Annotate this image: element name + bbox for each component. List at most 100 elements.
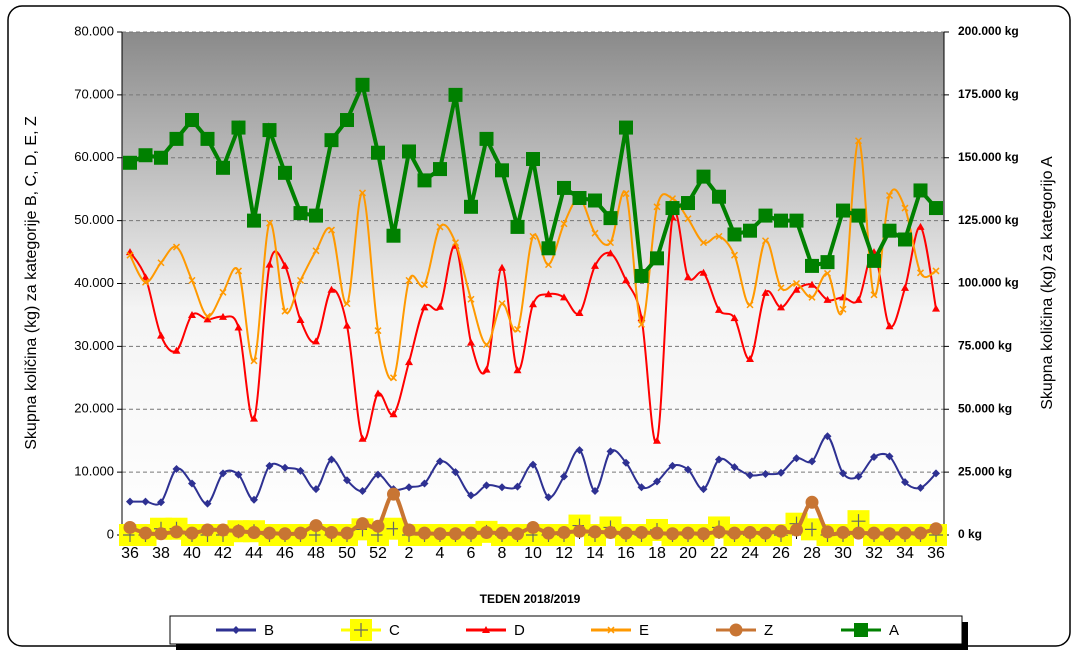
- x-title: TEDEN 2018/2019: [480, 592, 581, 606]
- point: [420, 281, 429, 289]
- point: [498, 263, 506, 271]
- y2-tick-label: 175.000 kg: [958, 87, 1019, 101]
- point: [312, 485, 320, 494]
- point: [901, 478, 909, 487]
- point: [526, 152, 540, 167]
- point: [201, 523, 214, 537]
- point: [467, 295, 475, 303]
- point: [665, 201, 680, 216]
- x-tick-label: 30: [834, 545, 852, 562]
- point: [154, 527, 168, 541]
- y2-tick-label: 100.000 kg: [958, 276, 1019, 290]
- point: [312, 337, 320, 345]
- point: [529, 460, 537, 469]
- point: [232, 524, 245, 538]
- point: [746, 354, 754, 362]
- point: [247, 213, 261, 228]
- y-tick-label: 30.000: [74, 338, 114, 353]
- point: [203, 499, 212, 508]
- point: [250, 495, 258, 504]
- x-tick-label: 12: [555, 545, 573, 562]
- point: [293, 206, 308, 221]
- point: [653, 436, 661, 444]
- point: [591, 261, 599, 269]
- point: [402, 144, 416, 159]
- point: [932, 469, 940, 478]
- point: [219, 469, 227, 478]
- point: [312, 247, 320, 255]
- point: [467, 338, 475, 346]
- point: [588, 193, 602, 208]
- point: [387, 487, 400, 501]
- point: [281, 261, 289, 269]
- point: [526, 520, 540, 534]
- point: [913, 183, 928, 198]
- point: [606, 447, 615, 456]
- point: [358, 434, 367, 442]
- point: [154, 150, 168, 165]
- point: [232, 626, 240, 634]
- point: [138, 148, 153, 163]
- point: [696, 169, 711, 184]
- point: [234, 267, 243, 275]
- point: [405, 358, 413, 366]
- point: [327, 226, 336, 234]
- point: [157, 331, 165, 339]
- point: [433, 162, 447, 177]
- point: [712, 189, 726, 204]
- point: [389, 410, 398, 418]
- y2-tick-label: 25.000 kg: [958, 464, 1012, 478]
- y2-title: Skupna količina (kg) za kategorijo A: [1039, 156, 1056, 410]
- point: [729, 623, 743, 637]
- point: [200, 131, 215, 146]
- point: [777, 468, 785, 477]
- point: [852, 526, 865, 540]
- point: [684, 215, 692, 223]
- point: [854, 295, 863, 303]
- point: [684, 465, 692, 474]
- y2-tick-label: 75.000 kg: [958, 339, 1012, 353]
- y2-tick-label: 125.000 kg: [958, 213, 1019, 227]
- point: [560, 293, 568, 301]
- point: [681, 526, 695, 540]
- point: [141, 278, 150, 286]
- x-tick-label: 20: [679, 545, 697, 562]
- point: [324, 133, 339, 148]
- point: [247, 525, 261, 539]
- point: [761, 237, 770, 245]
- point: [774, 213, 788, 228]
- x-tick-label: 10: [524, 545, 542, 562]
- point: [263, 526, 276, 540]
- point: [343, 321, 351, 329]
- point: [867, 526, 881, 540]
- point: [358, 189, 367, 197]
- y-tick-label: 20.000: [74, 401, 114, 416]
- point: [792, 279, 801, 288]
- x-tick-label: 40: [183, 545, 201, 562]
- point: [883, 527, 896, 541]
- x-tick-label: 6: [467, 545, 476, 562]
- point: [777, 284, 785, 292]
- point: [542, 526, 555, 540]
- y-tick-label: 0: [107, 526, 114, 541]
- point: [619, 526, 633, 540]
- legend: [169, 615, 963, 645]
- point: [870, 291, 878, 299]
- point: [885, 452, 894, 461]
- point: [123, 155, 137, 170]
- point: [619, 120, 633, 135]
- point: [743, 525, 757, 539]
- x-tick-label: 32: [865, 545, 883, 562]
- point: [901, 283, 909, 291]
- y2-tick-label: 50.000 kg: [958, 401, 1012, 415]
- point: [929, 201, 943, 216]
- y-tick-label: 70.000: [74, 86, 114, 101]
- point: [420, 479, 429, 488]
- y-tick-label: 10.000: [74, 464, 114, 479]
- point: [622, 276, 630, 284]
- point: [511, 527, 524, 541]
- legend-label: Z: [764, 622, 773, 639]
- legend-label: B: [264, 622, 274, 639]
- point: [544, 261, 553, 269]
- point: [170, 525, 183, 539]
